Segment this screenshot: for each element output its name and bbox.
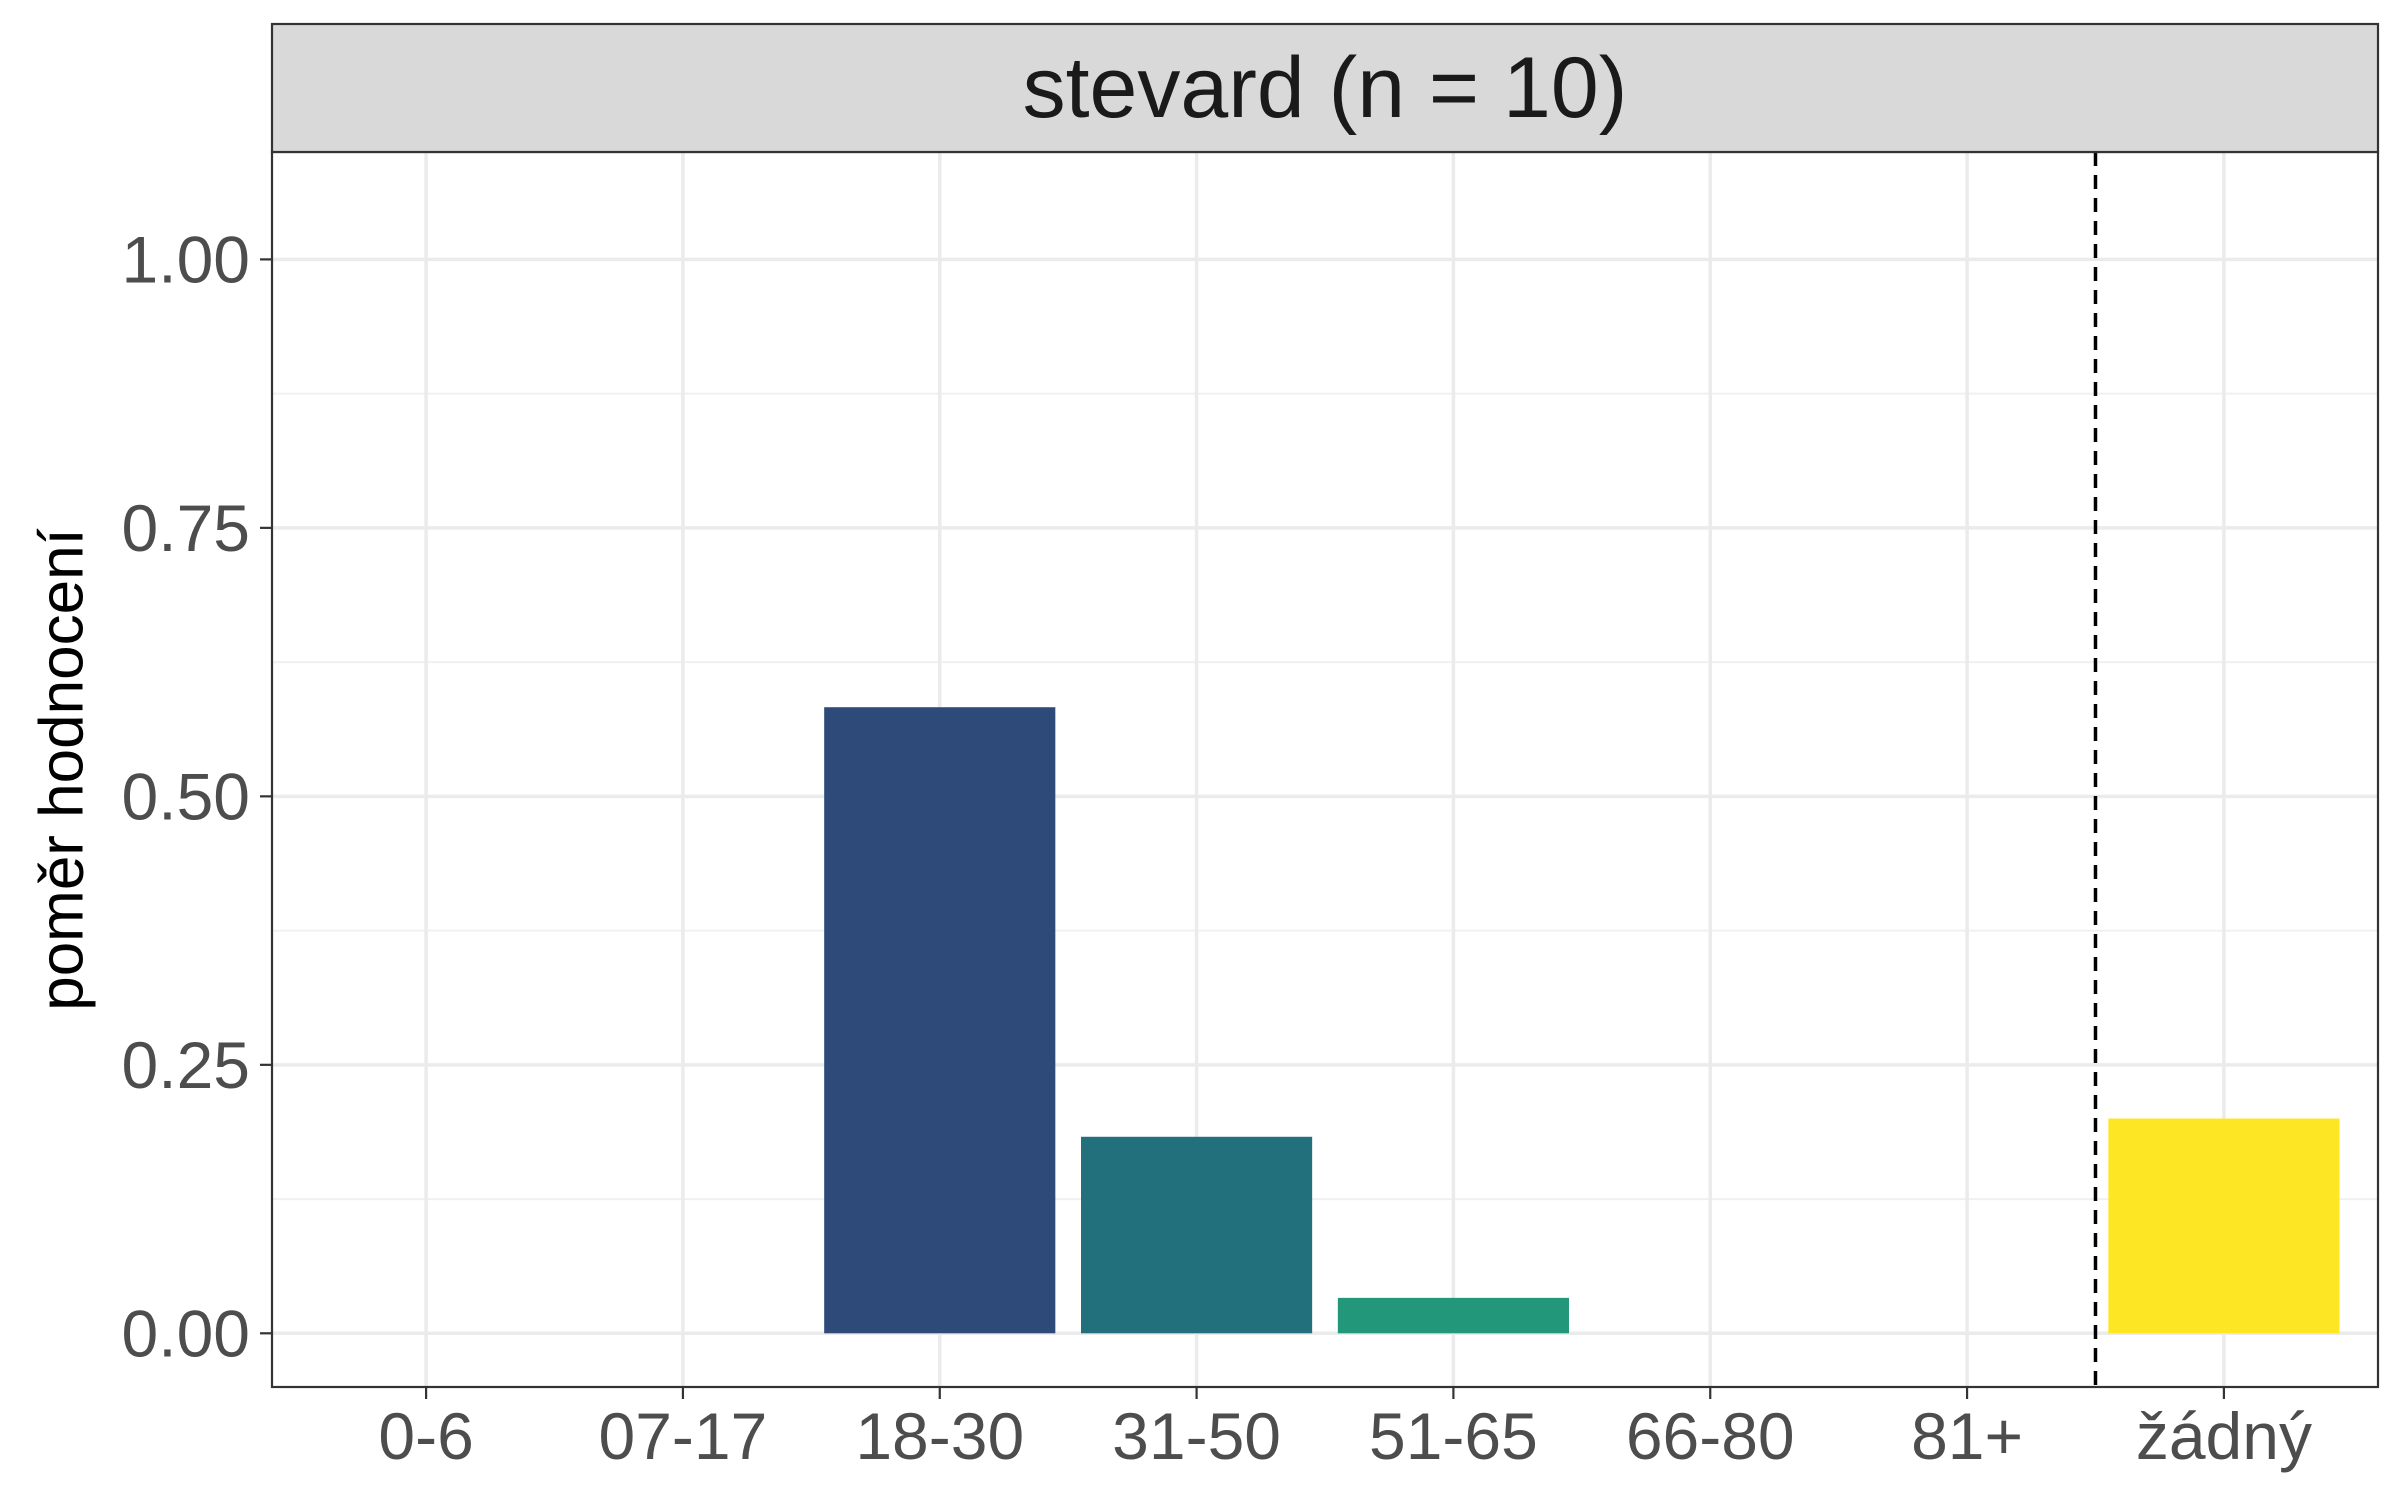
x-axis: 0-6 07-17 18-30 31-50 51-65 66-80 81+ žádný: [378, 1387, 2312, 1473]
x-tick-label: 66-80: [1626, 1399, 1795, 1473]
x-tick-label: 18-30: [855, 1399, 1024, 1473]
panel-border: [270, 150, 2380, 1389]
x-tick-label: žádný: [2136, 1399, 2312, 1473]
y-tick-label: 0.75: [122, 491, 250, 565]
y-axis: 0.00 0.25 0.50 0.75 1.00: [122, 222, 272, 1370]
x-tick-label: 81+: [1911, 1399, 2023, 1473]
y-tick-label: 0.25: [122, 1028, 250, 1102]
facet-title: stevard (n = 10): [1023, 40, 1628, 136]
y-tick-label: 1.00: [122, 222, 250, 296]
y-tick-label: 0.50: [122, 759, 250, 833]
bar-31-50: [1081, 1136, 1313, 1334]
facet-strip: stevard (n = 10): [270, 22, 2380, 154]
y-tick-label: 0.00: [122, 1296, 250, 1370]
bar-žádný: [2108, 1118, 2340, 1334]
x-tick-label: 0-6: [378, 1399, 473, 1473]
x-tick-label: 51-65: [1369, 1399, 1538, 1473]
facet-strip-background: [270, 22, 2380, 154]
bar-51-65: [1337, 1297, 1569, 1334]
bars: [824, 707, 2340, 1334]
grid-lines: [272, 152, 2378, 1387]
bar-18-30: [824, 707, 1056, 1334]
x-tick-label: 07-17: [599, 1399, 768, 1473]
y-axis-title: poměr hodnocení: [28, 528, 97, 1011]
x-tick-label: 31-50: [1112, 1399, 1281, 1473]
